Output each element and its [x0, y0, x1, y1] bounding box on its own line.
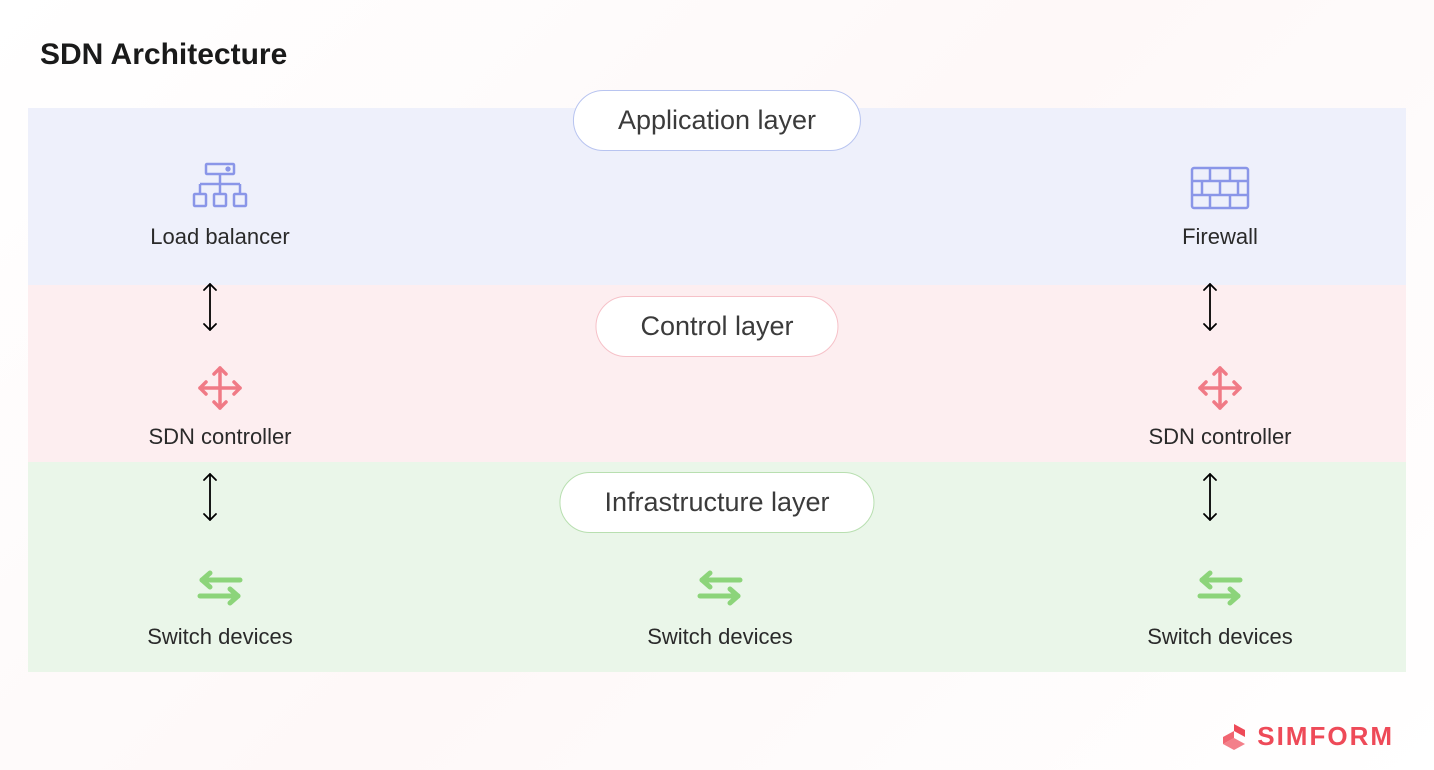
firewall-icon	[1188, 160, 1252, 216]
node-label: Switch devices	[1147, 624, 1293, 650]
node-switch-right: Switch devices	[1120, 560, 1320, 650]
node-firewall: Firewall	[1120, 160, 1320, 250]
node-label: SDN controller	[1148, 424, 1291, 450]
switch-icon	[188, 560, 252, 616]
simform-logo-icon	[1219, 722, 1249, 752]
badge-infrastructure-layer: Infrastructure layer	[559, 472, 874, 533]
page-title: SDN Architecture	[40, 38, 287, 72]
node-label: Load balancer	[150, 224, 289, 250]
node-switch-center: Switch devices	[620, 560, 820, 650]
brand-logo: SIMFORM	[1219, 721, 1394, 752]
switch-icon	[1188, 560, 1252, 616]
switch-icon	[688, 560, 752, 616]
node-label: Switch devices	[647, 624, 793, 650]
load-balancer-icon	[188, 160, 252, 216]
node-load-balancer: Load balancer	[120, 160, 320, 250]
cross-arrows-icon	[192, 360, 248, 416]
bidirectional-arrow	[1199, 470, 1221, 524]
node-sdn-controller-right: SDN controller	[1120, 360, 1320, 450]
badge-control-layer: Control layer	[595, 296, 838, 357]
node-sdn-controller-left: SDN controller	[120, 360, 320, 450]
node-label: Firewall	[1182, 224, 1258, 250]
cross-arrows-icon	[1192, 360, 1248, 416]
badge-application-layer: Application layer	[573, 90, 861, 151]
brand-text: SIMFORM	[1257, 721, 1394, 752]
node-label: SDN controller	[148, 424, 291, 450]
node-label: Switch devices	[147, 624, 293, 650]
bidirectional-arrow	[199, 470, 221, 524]
bidirectional-arrow	[1199, 280, 1221, 334]
bidirectional-arrow	[199, 280, 221, 334]
node-switch-left: Switch devices	[120, 560, 320, 650]
